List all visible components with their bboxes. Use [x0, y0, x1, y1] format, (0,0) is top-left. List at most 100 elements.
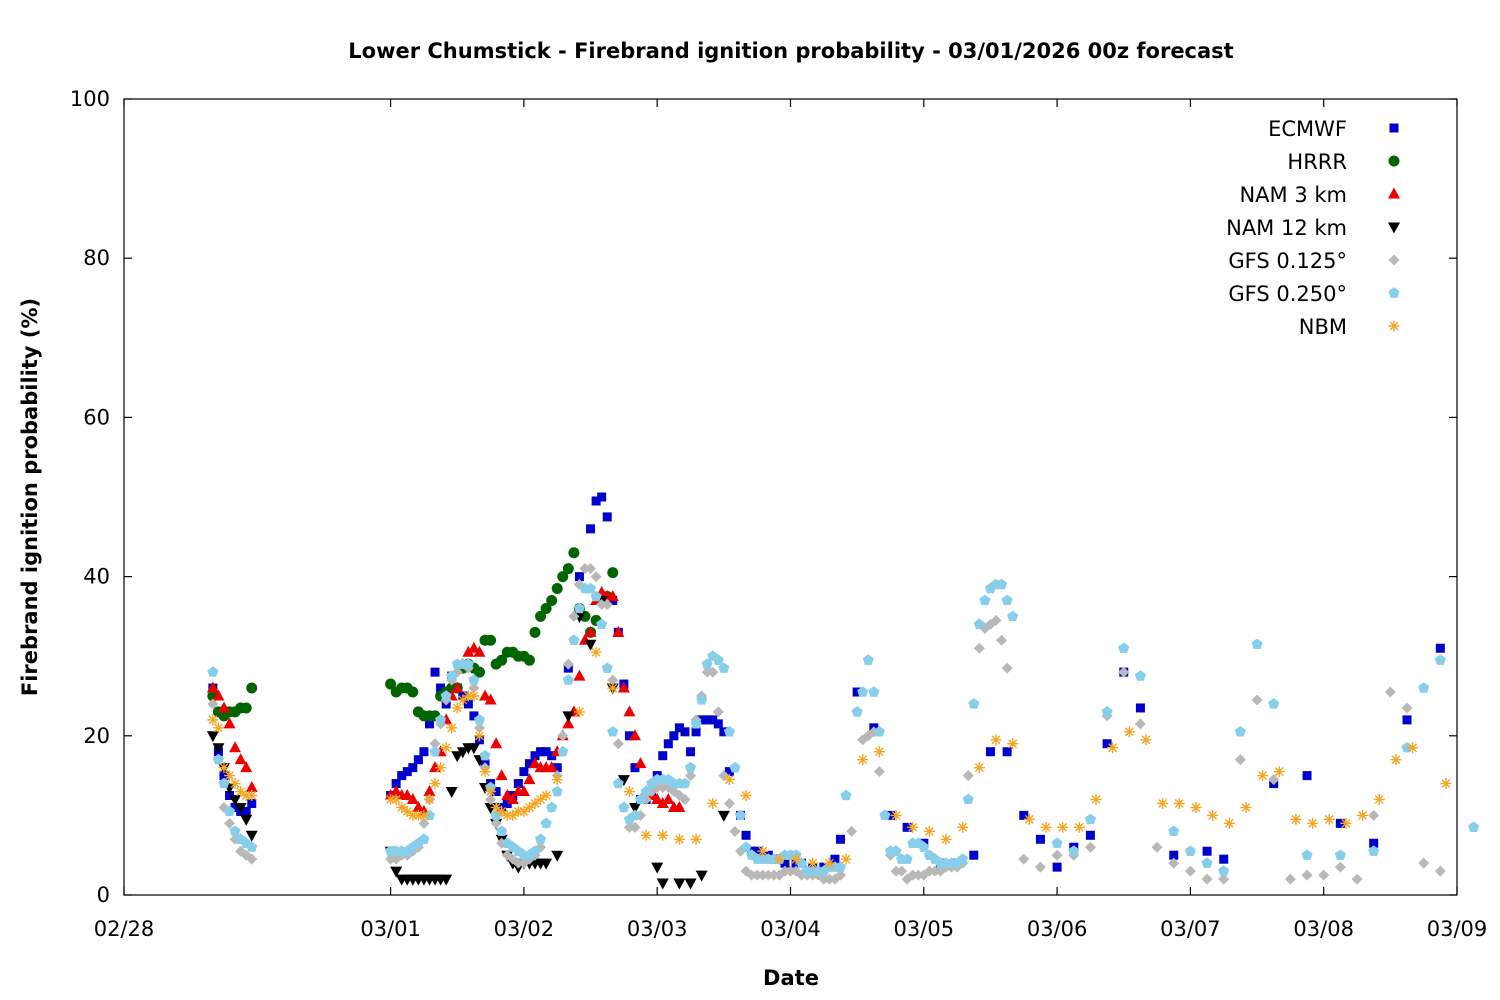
data-point — [519, 767, 529, 777]
data-point — [719, 727, 729, 737]
data-point — [679, 777, 691, 789]
data-point — [229, 825, 241, 837]
data-point — [596, 598, 608, 610]
data-point — [656, 878, 669, 890]
data-point — [591, 496, 601, 506]
data-point — [834, 861, 847, 872]
data-point — [990, 614, 1002, 626]
data-point — [1157, 797, 1169, 809]
data-point — [423, 785, 436, 797]
data-point — [218, 777, 230, 789]
data-point — [1057, 821, 1069, 833]
data-point — [240, 790, 252, 801]
data-point — [412, 809, 424, 821]
data-point — [418, 817, 430, 829]
data-point — [397, 771, 407, 781]
data-point — [590, 646, 602, 658]
data-point — [1040, 821, 1052, 833]
data-point — [1102, 739, 1112, 749]
data-point — [1240, 801, 1252, 813]
data-point — [823, 873, 835, 885]
data-point — [585, 582, 597, 594]
data-point — [1340, 817, 1352, 829]
data-point — [501, 789, 514, 800]
data-point — [601, 598, 613, 610]
data-point — [1218, 873, 1230, 885]
data-point — [1002, 747, 1012, 757]
legend-marker — [1388, 187, 1400, 199]
data-point — [718, 662, 730, 673]
series-5 — [207, 578, 1480, 876]
data-point — [586, 524, 596, 534]
data-point — [462, 690, 474, 702]
data-point — [628, 729, 641, 741]
data-point — [557, 745, 569, 757]
data-point — [1073, 821, 1085, 833]
data-point — [840, 853, 852, 865]
data-point — [1007, 610, 1019, 622]
data-point — [985, 747, 995, 757]
data-point — [1001, 662, 1013, 674]
data-point — [402, 767, 412, 777]
data-point — [418, 809, 430, 821]
data-point — [247, 798, 257, 808]
data-point — [852, 687, 862, 697]
data-point — [246, 682, 258, 694]
data-point — [1207, 809, 1219, 821]
data-point — [628, 802, 641, 814]
data-point — [445, 787, 458, 799]
legend-label: NAM 3 km — [1239, 183, 1347, 207]
data-point — [451, 702, 463, 714]
data-point — [685, 770, 697, 782]
data-point — [830, 854, 840, 864]
data-point — [1402, 715, 1412, 725]
data-point — [456, 747, 469, 759]
data-point — [734, 809, 747, 821]
data-point — [840, 789, 852, 801]
data-point — [780, 858, 790, 868]
data-point — [212, 743, 225, 755]
data-point — [468, 690, 480, 702]
data-point — [219, 771, 229, 781]
data-point — [573, 706, 585, 718]
data-point — [673, 833, 685, 845]
data-point — [674, 723, 684, 733]
data-point — [1290, 813, 1302, 825]
data-point — [907, 869, 919, 881]
data-point — [524, 759, 534, 769]
data-point — [1218, 865, 1230, 876]
data-point — [206, 681, 219, 693]
data-point — [990, 734, 1002, 746]
x-tick-label: 03/07 — [1160, 917, 1221, 941]
legend-label: GFS 0.125° — [1228, 249, 1347, 273]
data-point — [1107, 742, 1119, 754]
data-point — [873, 726, 885, 737]
data-point — [890, 865, 902, 877]
data-point — [506, 792, 519, 804]
x-tick-label: 02/28 — [94, 917, 155, 941]
x-tick-label: 03/04 — [760, 917, 821, 941]
data-point — [557, 730, 569, 742]
y-tick-label: 80 — [83, 246, 110, 270]
data-point — [679, 793, 691, 805]
data-point — [495, 769, 508, 781]
data-point — [607, 674, 619, 686]
data-point — [517, 785, 530, 797]
data-point — [536, 747, 546, 757]
data-point — [741, 830, 751, 840]
data-point — [1302, 771, 1312, 781]
data-point — [590, 571, 602, 583]
data-point — [1051, 837, 1063, 848]
data-point — [551, 774, 563, 786]
data-point — [490, 809, 502, 821]
data-point — [1085, 830, 1095, 840]
data-point — [390, 866, 403, 878]
data-point — [1323, 813, 1335, 825]
data-point — [902, 822, 912, 832]
x-axis-label: Date — [763, 966, 819, 990]
data-point — [546, 594, 558, 606]
data-point — [1135, 703, 1145, 713]
data-point — [1101, 706, 1113, 717]
data-point — [1190, 801, 1202, 813]
